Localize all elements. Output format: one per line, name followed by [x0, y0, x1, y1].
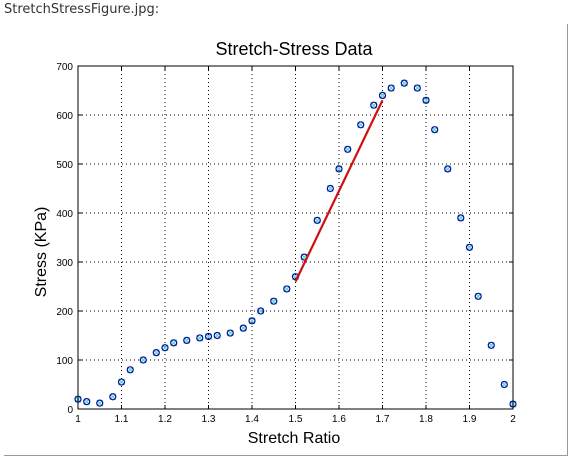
- y-tick-label: 0: [67, 405, 73, 416]
- tick-layer: 1 1.1 1.2 1.3 1.4 1.5 1.6 1.7 1.8 1.9 2 0 100 200 300 4…: [56, 62, 516, 425]
- y-tick-label: 100: [56, 356, 73, 367]
- data-point-circle: [370, 101, 378, 109]
- data-point-circle: [270, 297, 278, 305]
- stretch-stress-chart: Stretch-Stress Data Stretch Ratio Stress…: [33, 39, 517, 447]
- x-tick-label: 1.7: [376, 414, 390, 425]
- data-point-circle: [344, 145, 352, 153]
- y-axis-label: Stress (KPa): [33, 207, 50, 298]
- figure-frame: Stretch-Stress Data Stretch Ratio Stress…: [4, 24, 568, 456]
- x-tick-label: 1.1: [115, 414, 129, 425]
- data-point-circle: [444, 165, 452, 173]
- data-point-circle: [422, 96, 430, 104]
- data-point-circle: [126, 366, 134, 374]
- data-point-circle: [387, 84, 395, 92]
- x-tick-label: 1.2: [158, 414, 172, 425]
- data-point-circle: [83, 398, 91, 406]
- x-tick-label: 1: [75, 414, 81, 425]
- chart-title: Stretch-Stress Data: [215, 39, 373, 59]
- data-point-circle: [500, 380, 508, 389]
- grid-lines: [78, 66, 513, 409]
- data-point-circle: [431, 126, 439, 134]
- data-point-circle: [239, 324, 247, 332]
- x-tick-label: 1.5: [289, 414, 303, 425]
- data-point-circle: [213, 331, 221, 340]
- data-point-circle: [161, 344, 169, 352]
- x-axis-label: Stretch Ratio: [248, 430, 341, 447]
- data-point-circle: [204, 332, 213, 341]
- data-point-circle: [139, 356, 147, 364]
- data-point-circle: [152, 349, 160, 357]
- data-point-circle: [357, 121, 365, 129]
- file-name: StretchStressFigure.jpg:: [4, 2, 160, 17]
- data-point-circle: [313, 216, 321, 224]
- data-point-circle: [465, 243, 474, 251]
- y-tick-label: 300: [56, 258, 73, 269]
- data-point-circle: [248, 317, 256, 325]
- y-tick-label: 200: [56, 307, 73, 318]
- data-point-circle: [474, 292, 482, 300]
- data-point-circle: [257, 307, 265, 315]
- data-point-circle: [457, 214, 465, 222]
- data-point-circle: [335, 165, 343, 173]
- data-point-circle: [487, 341, 495, 349]
- x-tick-label: 2: [510, 414, 516, 425]
- x-tick-label: 1.4: [245, 414, 259, 425]
- data-point-circle: [326, 184, 334, 193]
- data-point-circle: [413, 84, 421, 92]
- x-tick-label: 1.8: [419, 414, 433, 425]
- data-point-circle: [117, 378, 126, 386]
- y-tick-label: 600: [56, 111, 73, 122]
- y-tick-label: 400: [56, 209, 73, 220]
- data-point-circle: [378, 91, 387, 100]
- data-point-circle: [96, 399, 104, 407]
- fit-line: [294, 99, 384, 283]
- x-tick-label: 1.9: [463, 414, 477, 425]
- y-tick-label: 500: [56, 160, 73, 171]
- data-point-circle: [196, 334, 204, 342]
- x-tick-label: 1.3: [202, 414, 216, 425]
- data-point-circle: [170, 339, 178, 347]
- data-point-circle: [283, 285, 291, 293]
- x-tick-label: 1.6: [332, 414, 346, 425]
- data-point-circle: [400, 79, 408, 87]
- data-point-circle: [183, 336, 191, 344]
- data-point-circle: [226, 329, 234, 337]
- data-point-circle: [109, 393, 117, 401]
- y-tick-label: 700: [56, 62, 73, 73]
- series-layer: [74, 79, 517, 408]
